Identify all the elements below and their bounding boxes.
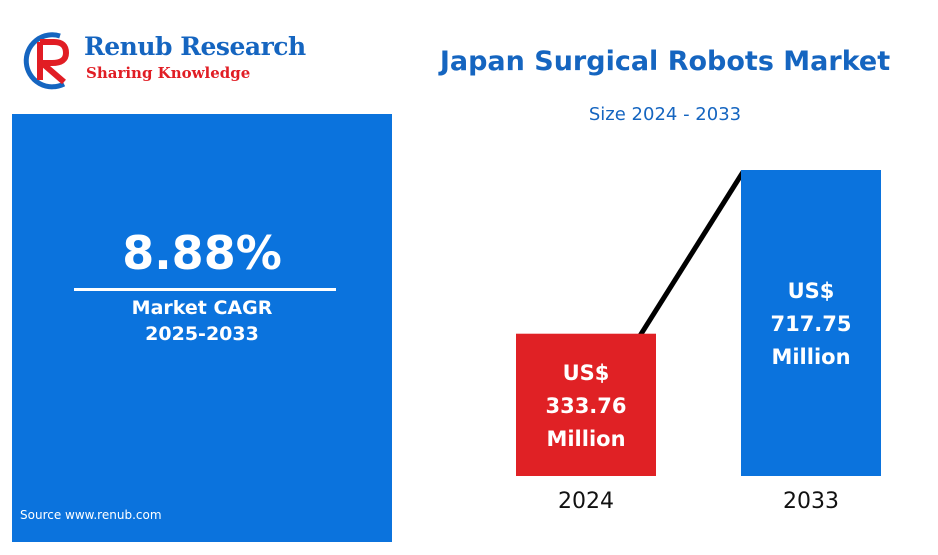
cagr-panel: 8.88% Market CAGR 2025-2033 Source www.r… <box>12 114 392 542</box>
cagr-label: Market CAGR 2025-2033 <box>12 295 392 347</box>
bar-2024 <box>516 333 656 476</box>
cagr-label-line2: 2025-2033 <box>145 323 259 345</box>
bar-value-label-2033-0: US$ <box>788 279 835 303</box>
bar-value-label-2024-1: 333.76 <box>545 394 626 418</box>
bar-value-label-2033-2: Million <box>771 345 850 369</box>
chart-title: Japan Surgical Robots Market <box>439 46 891 77</box>
cagr-label-line1: Market CAGR <box>131 297 273 319</box>
bar-2033 <box>741 170 881 476</box>
renub-logo: Renub Research Sharing Knowledge <box>20 28 310 92</box>
cagr-divider <box>74 288 336 291</box>
bar-value-label-2033-1: 717.75 <box>770 312 851 336</box>
cagr-value: 8.88% <box>122 226 282 280</box>
bar-value-label-2024-2: Million <box>546 427 625 451</box>
logo-tagline: Sharing Knowledge <box>86 64 251 82</box>
x-tick-label-2033: 2033 <box>783 489 839 514</box>
x-tick-label-2024: 2024 <box>558 489 614 514</box>
logo-brand-name: Renub Research <box>84 32 306 61</box>
growth-connector-line <box>637 170 746 338</box>
bar-value-label-2024-0: US$ <box>563 361 610 385</box>
chart-subtitle: Size 2024 - 2033 <box>588 104 742 125</box>
source-note: Source www.renub.com <box>20 508 162 522</box>
renub-logo-icon <box>23 32 69 90</box>
